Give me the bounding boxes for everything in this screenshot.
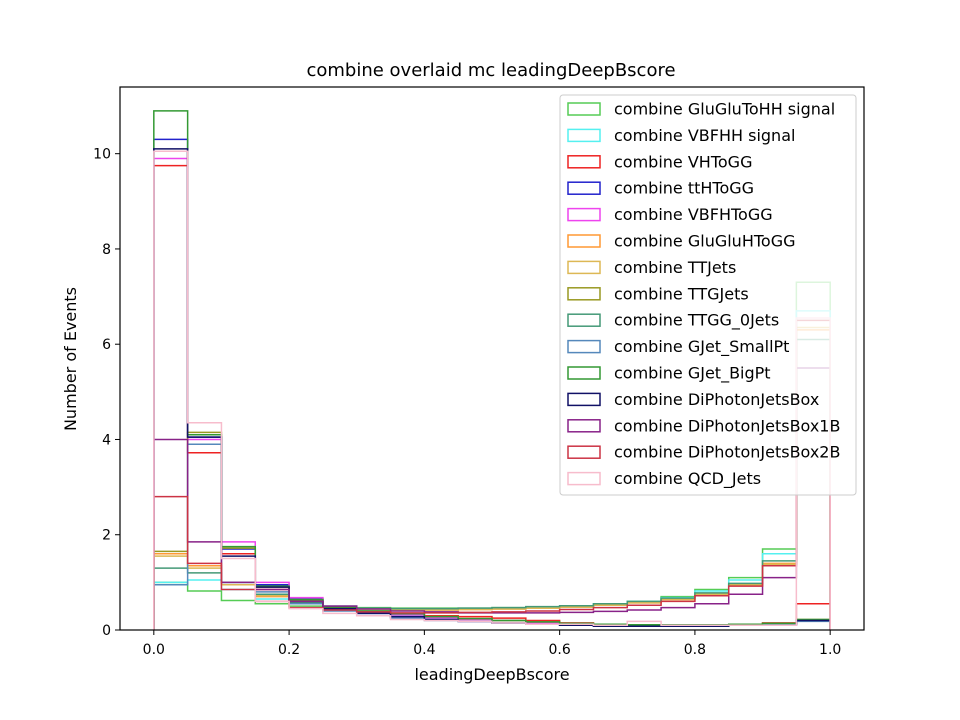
legend-entry-label: combine GluGluToHH signal bbox=[614, 100, 835, 119]
legend-swatch bbox=[567, 392, 601, 407]
legend-entry-label: combine DiPhotonJetsBox bbox=[614, 390, 819, 409]
y-tick-label: 6 bbox=[102, 337, 111, 353]
legend-swatch bbox=[567, 207, 601, 222]
legend-swatch bbox=[567, 419, 601, 433]
legend-entry-label: combine ttHToGG bbox=[614, 179, 754, 198]
legend-entry-label: combine TTGG_0Jets bbox=[614, 311, 779, 331]
legend-frame bbox=[559, 94, 857, 496]
legend-swatch bbox=[567, 471, 601, 486]
y-tick-label: 10 bbox=[93, 147, 111, 163]
x-axis-label: leadingDeepBscore bbox=[414, 665, 569, 684]
legend-entry-label: combine QCD_Jets bbox=[614, 469, 761, 489]
x-tick-label: 0.4 bbox=[413, 642, 435, 658]
legend-entry-label: combine VBFHH signal bbox=[614, 126, 795, 145]
legend-swatch bbox=[567, 234, 601, 248]
x-tick-label: 0.6 bbox=[549, 642, 571, 658]
y-tick-label: 4 bbox=[102, 432, 111, 448]
legend-swatch bbox=[567, 128, 601, 143]
legend-swatch bbox=[567, 155, 601, 169]
legend-swatch bbox=[567, 339, 601, 354]
legend-swatch bbox=[567, 445, 601, 459]
legend-swatch bbox=[567, 102, 601, 116]
plot-frame bbox=[119, 86, 865, 631]
legend: combine GluGluToHH signal combine VBFHH s… bbox=[559, 94, 857, 496]
y-axis-label: Number of Events bbox=[61, 287, 80, 431]
legend-entry-label: combine GJet_SmallPt bbox=[614, 337, 789, 357]
legend-entry-label: combine TTGJets bbox=[614, 284, 749, 303]
series-14-step bbox=[153, 150, 831, 630]
legend-swatch bbox=[567, 287, 601, 301]
y-tick-label: 0 bbox=[102, 623, 111, 639]
legend-swatch bbox=[567, 181, 601, 195]
series-layer bbox=[153, 110, 831, 630]
legend-swatch bbox=[567, 260, 601, 275]
legend-entry-label: combine VBFHToGG bbox=[614, 205, 773, 224]
x-tick-label: 1.0 bbox=[819, 642, 841, 658]
legend-entry-label: combine GluGluHToGG bbox=[614, 232, 795, 251]
y-axis-ticks: 0 2 4 6 8 10 bbox=[93, 147, 120, 639]
legend-entry-label: combine TTJets bbox=[614, 258, 736, 277]
legend-swatch bbox=[567, 313, 601, 327]
legend-entry-label: combine DiPhotonJetsBox1B bbox=[614, 416, 840, 435]
x-tick-label: 0.8 bbox=[684, 642, 706, 658]
x-tick-label: 0.2 bbox=[278, 642, 300, 658]
y-tick-label: 2 bbox=[102, 528, 111, 544]
x-tick-label: 0.0 bbox=[143, 642, 165, 658]
chart-title: combine overlaid mc leadingDeepBscore bbox=[306, 60, 675, 81]
legend-entry-label: combine DiPhotonJetsBox2B bbox=[614, 443, 840, 462]
legend-entry-label: combine VHToGG bbox=[614, 152, 752, 171]
legend-entry-label: combine GJet_BigPt bbox=[614, 364, 771, 384]
y-tick-label: 8 bbox=[102, 242, 111, 258]
x-axis-ticks: 0.0 0.2 0.4 0.6 0.8 1.0 bbox=[143, 630, 841, 658]
legend-swatch bbox=[567, 366, 601, 380]
